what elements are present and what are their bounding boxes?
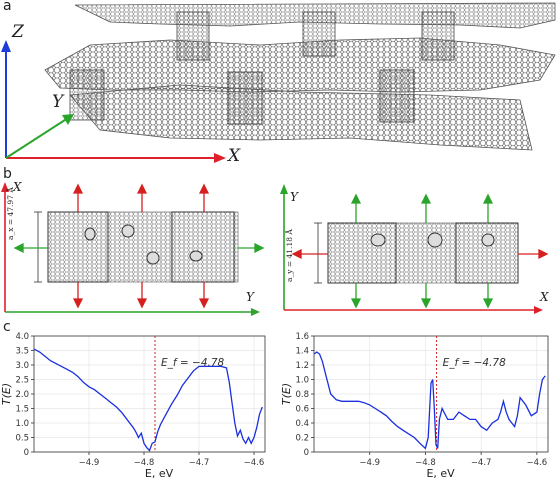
- y-tick-label: 1.2: [295, 361, 309, 371]
- axis-label-y: Y: [52, 92, 64, 112]
- x-tick-label: −4.9: [79, 458, 100, 468]
- lower-nanotubes: [69, 69, 415, 125]
- middle-graphene-sheet: [44, 37, 556, 93]
- y-tick-label: 4.0: [15, 332, 29, 342]
- panel-b-right-dimension-label: a_y = 41.18 Å: [285, 229, 294, 282]
- y-tick-label: 2.5: [15, 376, 29, 386]
- x-tick-label: −4.8: [134, 458, 155, 468]
- panel-a-graphene-structure: [1, 2, 556, 163]
- y-tick-label: 1.0: [295, 376, 309, 386]
- y-tick-label: 3.0: [15, 361, 29, 371]
- panel-b-left-axis-horizontal: Y: [246, 290, 254, 304]
- y-axis-label: T(E): [280, 383, 293, 405]
- y-tick-label: 0.5: [15, 434, 29, 444]
- y-axis-label: T(E): [0, 383, 13, 405]
- x-tick-label: −4.9: [359, 458, 380, 468]
- axis-label-z: Z: [12, 22, 24, 42]
- panel-b-right-axis-horizontal: X: [540, 290, 549, 304]
- panel-b-letter: b: [3, 166, 12, 182]
- y-tick-label: 1.0: [15, 419, 29, 429]
- panel-c-letter: c: [3, 319, 11, 335]
- transmission-curve: [313, 351, 546, 450]
- x-axis-label: E, eV: [426, 467, 455, 480]
- x-tick-label: −4.8: [415, 458, 436, 468]
- panel-b-left-unitcell: [1, 182, 265, 316]
- y-tick-label: 1.4: [295, 347, 309, 357]
- panel-a-letter: a: [3, 0, 12, 14]
- y-tick-label: 0.8: [295, 390, 309, 400]
- y-tick-label: 0.6: [295, 405, 309, 415]
- y-tick-label: 1.6: [295, 332, 309, 342]
- y-tick-label: 0.4: [295, 419, 309, 429]
- transmission-curve: [33, 348, 263, 452]
- bottom-graphene-sheet: [69, 84, 533, 151]
- y-tick-label: 0: [304, 448, 309, 458]
- panel-b-left-dimension-label: a_x = 47.97 Å: [6, 187, 15, 240]
- panel-b-right-axis-vertical: Y: [290, 190, 298, 204]
- y-tick-label: 0: [24, 448, 29, 458]
- x-tick-label: −4.6: [527, 458, 548, 468]
- fermi-annotation: E_f = −4.78: [161, 357, 225, 369]
- x-axis-label: E, eV: [145, 467, 174, 480]
- x-tick-label: −4.7: [189, 458, 210, 468]
- x-tick-label: −4.6: [244, 458, 265, 468]
- x-tick-label: −4.7: [471, 458, 492, 468]
- upper-nanotubes: [176, 11, 455, 61]
- fermi-annotation: E_f = −4.78: [443, 357, 507, 369]
- y-tick-label: 2.0: [15, 390, 29, 400]
- y-tick-label: 1.5: [15, 405, 29, 415]
- y-tick-label: 3.5: [15, 347, 29, 357]
- y-tick-label: 0.2: [295, 434, 309, 444]
- axes-triad: [1, 40, 226, 163]
- axis-label-x: X: [228, 146, 241, 166]
- chart-right: −4.9 −4.8 −4.7 −4.6 0 0.2 0.4 0.6 0.8 1.0 1.2 1.4 1.…: [280, 332, 549, 480]
- panel-b-right-unitcell: [280, 184, 549, 314]
- chart-left: −4.9 −4.8 −4.7 −4.6 0 0.5 1.0 1.5 2.0 2.5 3.0 3.5 4.…: [0, 332, 266, 480]
- panel-b-left-axis-vertical: X: [13, 180, 22, 194]
